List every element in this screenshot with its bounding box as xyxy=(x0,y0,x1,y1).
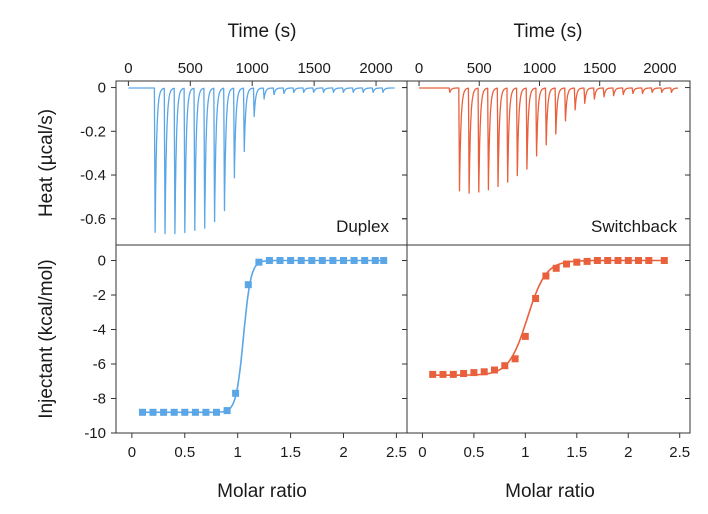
y-tick-label: -0.4 xyxy=(80,167,106,184)
data-point xyxy=(361,257,369,264)
x-tick-label: 0.5 xyxy=(463,444,484,461)
x-tick-label: 1500 xyxy=(583,60,616,77)
injectant-ylabel: Injectant (kcal/mol) xyxy=(36,259,57,418)
data-point xyxy=(635,257,642,264)
panel-label-switchback: Switchback xyxy=(591,217,677,236)
x-tick-label: 2000 xyxy=(643,60,676,77)
y-tick-label: -2 xyxy=(93,287,106,304)
data-point xyxy=(542,272,550,280)
data-point xyxy=(371,257,379,264)
data-point xyxy=(149,408,157,416)
data-point xyxy=(624,257,632,264)
thermogram-trace-duplex xyxy=(127,87,396,235)
data-point xyxy=(223,407,231,415)
heat-ylabel: Heat (µcal/s) xyxy=(36,109,57,217)
data-point xyxy=(480,368,488,376)
x-tick-label: 1000 xyxy=(523,60,556,77)
x-tick-label: 1.5 xyxy=(280,444,301,461)
data-point xyxy=(521,332,529,340)
data-point xyxy=(511,355,519,363)
y-tick-label: -8 xyxy=(93,391,106,408)
data-point xyxy=(429,370,437,378)
x-tick-label: 0 xyxy=(128,444,136,461)
y-tick-label: -4 xyxy=(93,322,106,339)
data-point xyxy=(329,257,337,264)
bottom-xlabel-right: Molar ratio xyxy=(505,481,595,502)
panel-frame-switchback-binding xyxy=(406,244,691,434)
y-tick-label: -0.2 xyxy=(80,123,106,140)
x-tick-label: 1500 xyxy=(297,60,330,77)
data-point xyxy=(501,362,509,370)
top-xlabel-right: Time (s) xyxy=(514,21,583,42)
y-tick-label: 0 xyxy=(98,253,106,270)
data-point xyxy=(449,370,457,378)
panel-frame-duplex-binding xyxy=(115,244,408,434)
x-tick-label: 0 xyxy=(124,60,132,77)
x-tick-label: 1.5 xyxy=(566,444,587,461)
data-point xyxy=(563,260,570,268)
x-tick-label: 2 xyxy=(624,444,632,461)
x-tick-label: 1 xyxy=(521,444,529,461)
data-point xyxy=(213,408,220,416)
x-tick-label: 2 xyxy=(339,444,347,461)
data-point xyxy=(660,257,668,264)
data-point xyxy=(552,264,560,272)
data-point xyxy=(287,257,295,264)
data-point xyxy=(604,257,612,264)
data-point xyxy=(491,366,498,374)
data-point xyxy=(232,389,240,397)
x-tick-label: 500 xyxy=(467,60,492,77)
data-point xyxy=(439,370,447,378)
data-point xyxy=(202,408,210,416)
data-point xyxy=(191,408,199,416)
fit-curve xyxy=(142,259,384,414)
data-point xyxy=(350,257,358,264)
panel-label-duplex: Duplex xyxy=(336,217,389,236)
data-point xyxy=(244,281,252,289)
data-point xyxy=(308,257,316,264)
x-tick-label: 500 xyxy=(178,60,203,77)
top-xlabel-left: Time (s) xyxy=(228,21,297,42)
x-tick-label: 2.5 xyxy=(386,444,407,461)
data-point xyxy=(276,257,284,264)
data-point xyxy=(593,257,601,264)
x-tick-label: 1000 xyxy=(236,60,269,77)
data-point xyxy=(583,257,591,265)
data-point xyxy=(614,257,622,264)
data-point xyxy=(318,257,326,264)
data-point xyxy=(532,295,540,302)
x-tick-label: 2.5 xyxy=(669,444,690,461)
data-point xyxy=(460,370,468,377)
data-point xyxy=(297,257,305,264)
y-tick-label: -6 xyxy=(93,356,106,373)
data-point xyxy=(139,408,146,416)
data-layer xyxy=(127,87,679,416)
x-tick-label: 1 xyxy=(234,444,242,461)
data-point xyxy=(470,369,478,377)
data-point xyxy=(170,408,178,416)
x-tick-label: 0 xyxy=(418,444,426,461)
x-tick-label: 2000 xyxy=(359,60,392,77)
data-point xyxy=(380,257,388,264)
data-point xyxy=(160,408,168,416)
x-tick-label: 0.5 xyxy=(174,444,195,461)
x-tick-label: 0 xyxy=(415,60,423,77)
data-point xyxy=(645,257,653,264)
data-point xyxy=(573,258,581,266)
bottom-xlabel-left: Molar ratio xyxy=(217,481,307,502)
y-tick-label: -0.6 xyxy=(80,211,106,228)
y-tick-label: 0 xyxy=(98,80,106,97)
y-tick-label: -10 xyxy=(84,425,106,442)
data-point xyxy=(340,257,347,264)
data-point xyxy=(265,257,273,264)
data-point xyxy=(255,258,263,266)
thermogram-trace-switchback xyxy=(418,87,679,194)
data-point xyxy=(181,408,189,416)
